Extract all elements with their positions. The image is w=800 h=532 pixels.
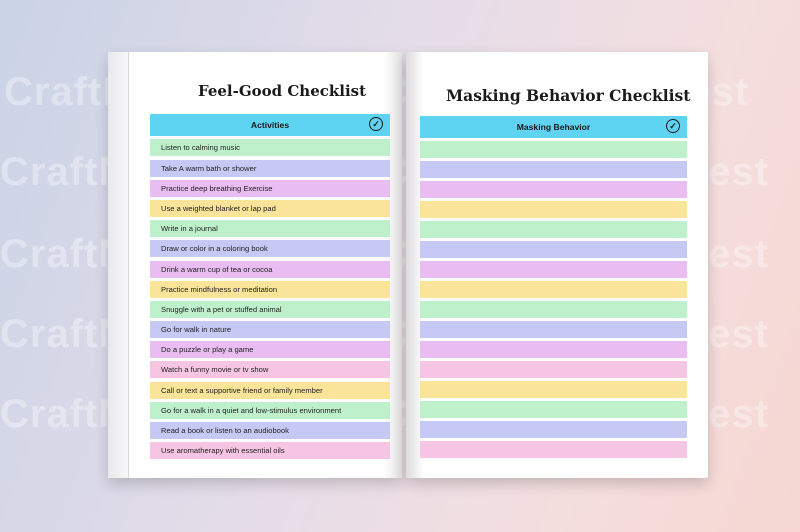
page-title: Feel-Good Checklist — [198, 82, 367, 100]
page-title: Masking Behavior Checklist — [446, 86, 691, 105]
checklist-row[interactable]: Practice deep breathing Exercise — [150, 179, 390, 197]
checklist-row[interactable]: Use a weighted blanket or lap pad — [150, 199, 390, 217]
blank-checklist-row[interactable] — [420, 241, 687, 258]
checklist-header: Activities ✓ — [150, 114, 390, 136]
masking-behavior-checklist: Masking Behavior ✓ — [420, 116, 687, 461]
left-page: Feel-Good Checklist Activities ✓ Listen … — [108, 52, 402, 478]
blank-checklist-row[interactable] — [420, 361, 687, 378]
blank-checklist-row[interactable] — [420, 281, 687, 298]
checklist-row[interactable]: Listen to calming music — [150, 139, 390, 157]
blank-checklist-row[interactable] — [420, 341, 687, 358]
blank-checklist-row[interactable] — [420, 301, 687, 318]
header-label: Masking Behavior — [516, 122, 591, 132]
checklist-row[interactable]: Do a puzzle or play a game — [150, 341, 390, 359]
blank-checklist-row[interactable] — [420, 321, 687, 338]
blank-checklist-row[interactable] — [420, 181, 687, 198]
page-edge — [108, 52, 129, 478]
blank-checklist-row[interactable] — [420, 441, 687, 458]
checklist-row[interactable]: Practice mindfulness or meditation — [150, 280, 390, 298]
blank-checklist-row[interactable] — [420, 161, 687, 178]
checklist-row[interactable]: Write in a journal — [150, 220, 390, 238]
checklist-row[interactable]: Go for a walk in a quiet and low-stimulu… — [150, 401, 390, 419]
checklist-header: Masking Behavior ✓ — [420, 116, 687, 138]
blank-checklist-row[interactable] — [420, 421, 687, 438]
checklist-row[interactable]: Read a book or listen to an audiobook — [150, 422, 390, 440]
blank-checklist-row[interactable] — [420, 401, 687, 418]
blank-checklist-row[interactable] — [420, 201, 687, 218]
check-circle-icon: ✓ — [666, 119, 680, 133]
checklist-row[interactable]: Drink a warm cup of tea or cocoa — [150, 260, 390, 278]
checklist-row[interactable]: Use aromatherapy with essential oils — [150, 442, 390, 460]
spine-shadow — [406, 52, 424, 478]
checklist-row[interactable]: Watch a funny movie or tv show — [150, 361, 390, 379]
check-circle-icon: ✓ — [369, 117, 383, 131]
checklist-row[interactable]: Call or text a supportive friend or fami… — [150, 381, 390, 399]
blank-checklist-row[interactable] — [420, 261, 687, 278]
checklist-row[interactable]: Draw or color in a coloring book — [150, 240, 390, 258]
open-book: Feel-Good Checklist Activities ✓ Listen … — [108, 52, 708, 482]
blank-checklist-row[interactable] — [420, 141, 687, 158]
checklist-row[interactable]: Take A warm bath or shower — [150, 159, 390, 177]
header-label: Activities — [250, 120, 290, 130]
checklist-row[interactable]: Snuggle with a pet or stuffed animal — [150, 300, 390, 318]
blank-checklist-row[interactable] — [420, 381, 687, 398]
activities-checklist: Activities ✓ Listen to calming music Take… — [150, 114, 390, 462]
blank-checklist-row[interactable] — [420, 221, 687, 238]
checklist-row[interactable]: Go for walk in nature — [150, 321, 390, 339]
right-page: Masking Behavior Checklist Masking Behav… — [406, 52, 708, 478]
